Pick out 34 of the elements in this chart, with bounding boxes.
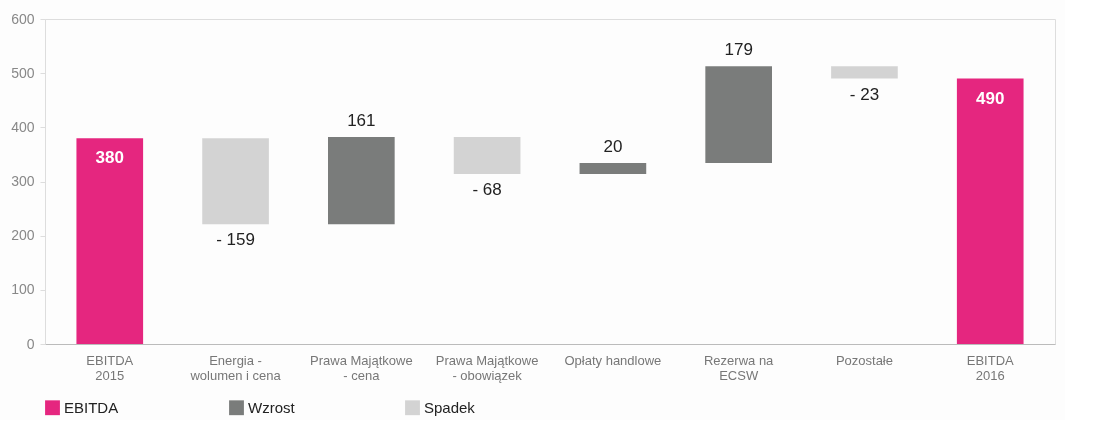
y-tick-label: 600 <box>11 10 35 27</box>
y-tick-label: 200 <box>11 227 35 244</box>
text: 380 <box>95 148 124 168</box>
bar <box>579 163 647 174</box>
text: 161 <box>347 111 376 131</box>
legend-label: Spadek <box>424 398 476 416</box>
y-tick-label: 400 <box>11 118 35 135</box>
y-tick-label: 500 <box>11 64 35 81</box>
x-tick-label: Prawa Majątkowe - cena <box>310 352 413 383</box>
bar <box>453 137 521 174</box>
x-tick-label: EBITDA 2016 <box>966 352 1015 383</box>
x-tick-label: Rezerwa na ECSW <box>703 352 775 383</box>
x-tick-label: Energia - wolumen i cena <box>189 352 282 383</box>
text: 20 <box>603 137 623 157</box>
text: - 159 <box>216 230 255 250</box>
legend-label: EBITDA <box>64 398 119 416</box>
bar <box>202 138 269 225</box>
text: - 68 <box>472 179 502 199</box>
x-tick-label: Prawa Majątkowe - obowiązek <box>435 352 539 383</box>
x-tick-label: Pozostałe <box>835 352 893 368</box>
bar <box>956 78 1024 344</box>
x-tick-label: Opłaty handlowe <box>564 352 662 368</box>
bar <box>705 66 772 164</box>
bar <box>328 137 395 225</box>
bar <box>831 66 898 79</box>
y-tick-label: 0 <box>26 335 35 352</box>
y-tick-label: 300 <box>11 173 35 189</box>
y-tick-label: 100 <box>11 281 35 298</box>
legend-label: Wzrost <box>248 398 296 416</box>
text: 179 <box>724 40 753 60</box>
text: 490 <box>976 88 1005 108</box>
text: - 23 <box>849 84 880 104</box>
bar <box>76 138 144 344</box>
x-tick-label: EBITDA 2015 <box>86 352 134 383</box>
